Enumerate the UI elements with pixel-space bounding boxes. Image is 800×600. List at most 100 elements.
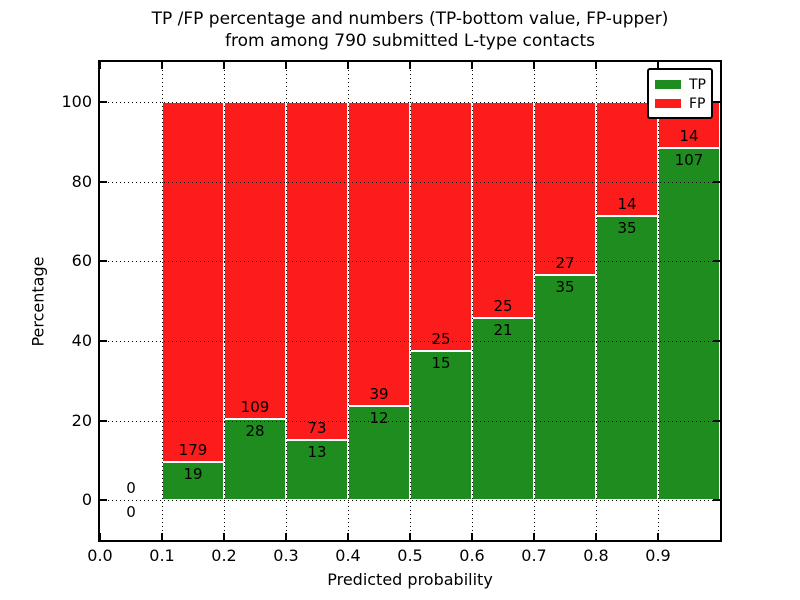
chart-title-line2: from among 790 submitted L-type contacts — [224, 31, 595, 51]
x-gridline — [286, 62, 287, 540]
bar-tp-segment — [286, 439, 348, 501]
bar-tp-segment — [348, 406, 410, 501]
fp-count-label: 14 — [617, 194, 637, 213]
x-tick-label: 0.3 — [273, 546, 299, 565]
x-tick-top — [657, 62, 659, 69]
x-tick-label: 0.1 — [149, 546, 175, 565]
y-tick-left — [100, 419, 107, 422]
bar-tp-segment — [534, 275, 596, 501]
x-tick-label: 0.2 — [211, 546, 237, 565]
y-tick-right — [713, 499, 720, 502]
x-tick-top — [409, 62, 411, 69]
tp-count-label: 35 — [555, 278, 575, 297]
x-tick-bottom — [285, 533, 287, 540]
x-tick-top — [595, 62, 597, 69]
x-tick-label: 0.7 — [521, 546, 547, 565]
y-tick-label: 40 — [71, 330, 92, 350]
x-tick-top — [99, 62, 101, 69]
bar-fp-segment — [162, 101, 224, 462]
fp-count-label: 109 — [240, 397, 270, 416]
x-tick-top — [161, 62, 163, 69]
x-gridline — [348, 62, 349, 540]
fp-count-label: 25 — [431, 329, 451, 348]
fp-count-label: 14 — [679, 126, 699, 145]
y-tick-left — [100, 339, 107, 342]
tp-count-label: 13 — [307, 442, 327, 461]
x-gridline — [162, 62, 163, 540]
tp-legend-swatch-icon — [655, 80, 681, 89]
x-tick-label: 0.6 — [459, 546, 485, 565]
tp-count-label: 21 — [493, 321, 513, 340]
fp-legend-swatch-icon — [655, 99, 681, 108]
x-gridline — [472, 62, 473, 540]
tp-count-label: 15 — [431, 353, 451, 372]
x-tick-label: 0.8 — [583, 546, 609, 565]
x-tick-label: 0.5 — [397, 546, 423, 565]
tp-count-label: 28 — [245, 421, 265, 440]
bar-tp-segment — [162, 461, 224, 501]
x-tick-bottom — [161, 533, 163, 540]
chart-title-line1: TP /FP percentage and numbers (TP-bottom… — [151, 9, 669, 29]
x-tick-bottom — [595, 533, 597, 540]
plot-area: 0 0 179 19 109 28 73 13 39 12 25 15 25 21 27 35 14 35 14 10… — [98, 60, 722, 542]
legend: TP FP — [647, 68, 713, 119]
bar-fp-segment — [534, 101, 596, 276]
x-gridline — [224, 62, 225, 540]
x-tick-top — [347, 62, 349, 69]
x-gridline — [534, 62, 535, 540]
x-axis-label: Predicted probability — [327, 570, 493, 589]
y-tick-right — [713, 100, 720, 103]
x-tick-top — [471, 62, 473, 69]
x-tick-top — [533, 62, 535, 69]
y-tick-right — [713, 339, 720, 342]
y-tick-right — [713, 260, 720, 263]
y-tick-label: 60 — [71, 251, 92, 271]
bar-fp-segment — [410, 101, 472, 351]
x-tick-bottom — [533, 533, 535, 540]
x-tick-bottom — [223, 533, 225, 540]
x-tick-top — [285, 62, 287, 69]
tp-count-label: 19 — [183, 464, 203, 483]
legend-label-fp: FP — [689, 95, 706, 112]
fp-count-label: 25 — [493, 297, 513, 316]
bar-fp-segment — [472, 101, 534, 319]
bar-fp-segment — [286, 101, 348, 440]
y-tick-left — [100, 180, 107, 183]
x-tick-label: 0.9 — [645, 546, 671, 565]
bar-tp-segment — [472, 318, 534, 501]
y-tick-left — [100, 499, 107, 502]
fp-count-label: 39 — [369, 385, 389, 404]
x-tick-top — [223, 62, 225, 69]
bar-fp-segment — [348, 101, 410, 407]
x-tick-label: 0.4 — [335, 546, 361, 565]
legend-entry-fp: FP — [655, 94, 706, 113]
tp-count-label: 0 — [126, 503, 136, 522]
legend-entry-tp: TP — [655, 75, 706, 94]
x-gridline — [410, 62, 411, 540]
fp-count-label: 0 — [126, 479, 136, 498]
tp-count-label: 35 — [617, 218, 637, 237]
y-tick-label: 20 — [71, 410, 92, 430]
fp-count-label: 27 — [555, 254, 575, 273]
y-tick-left — [100, 100, 107, 103]
bar-tp-segment — [658, 147, 720, 501]
tp-count-label: 12 — [369, 409, 389, 428]
y-tick-right — [713, 419, 720, 422]
x-tick-bottom — [99, 533, 101, 540]
x-tick-bottom — [471, 533, 473, 540]
fp-count-label: 179 — [178, 440, 208, 459]
legend-label-tp: TP — [689, 76, 706, 93]
bar-tp-segment — [596, 215, 658, 501]
x-tick-bottom — [409, 533, 411, 540]
x-gridline — [596, 62, 597, 540]
bar-tp-segment — [224, 418, 286, 501]
bar-tp-segment — [410, 350, 472, 501]
x-tick-label: 0.0 — [87, 546, 113, 565]
y-tick-left — [100, 260, 107, 263]
y-tick-label: 0 — [81, 490, 92, 510]
tp-count-label: 107 — [674, 150, 704, 169]
y-axis-label: Percentage — [28, 256, 48, 347]
x-gridline — [658, 62, 659, 540]
y-tick-label: 80 — [71, 171, 92, 191]
